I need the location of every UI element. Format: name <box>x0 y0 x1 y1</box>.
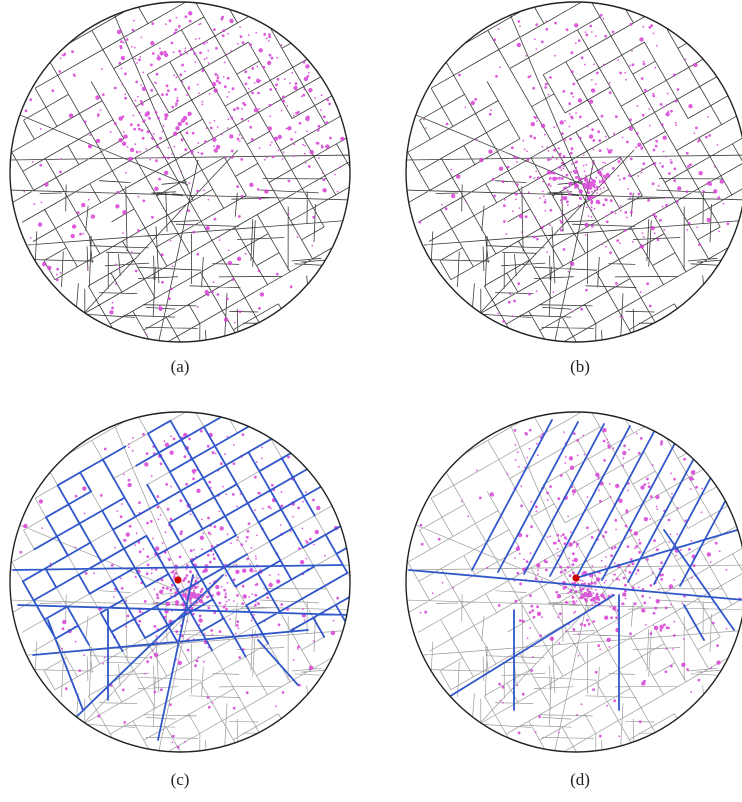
network-edges <box>12 413 350 741</box>
poi-points <box>419 428 742 738</box>
map-boundary-circle <box>9 411 351 753</box>
caption-c: (c) <box>170 770 190 789</box>
street-network <box>406 2 742 342</box>
map-svg <box>9 411 351 753</box>
center-marker <box>174 576 182 584</box>
map-content <box>406 412 742 752</box>
map-panel-c <box>8 410 353 755</box>
map-svg <box>9 1 351 343</box>
caption-d: (d) <box>570 770 590 789</box>
map-content <box>10 412 350 752</box>
poi-points <box>23 11 345 336</box>
poi-points <box>19 429 340 749</box>
caption-b: (b) <box>570 357 590 376</box>
map-boundary-circle <box>405 1 742 343</box>
map-panel-b <box>404 0 742 345</box>
map-boundary-circle <box>405 411 742 753</box>
caption-a: (a) <box>170 357 190 376</box>
map-content <box>406 2 742 342</box>
map-svg <box>405 411 742 753</box>
map-boundary-circle <box>9 1 351 343</box>
map-panel-a <box>8 0 353 345</box>
center-marker <box>572 574 580 582</box>
street-network <box>406 412 742 752</box>
network-edges <box>408 419 742 711</box>
map-panel-d <box>404 410 742 755</box>
map-svg <box>405 1 742 343</box>
poi-points <box>418 13 730 323</box>
